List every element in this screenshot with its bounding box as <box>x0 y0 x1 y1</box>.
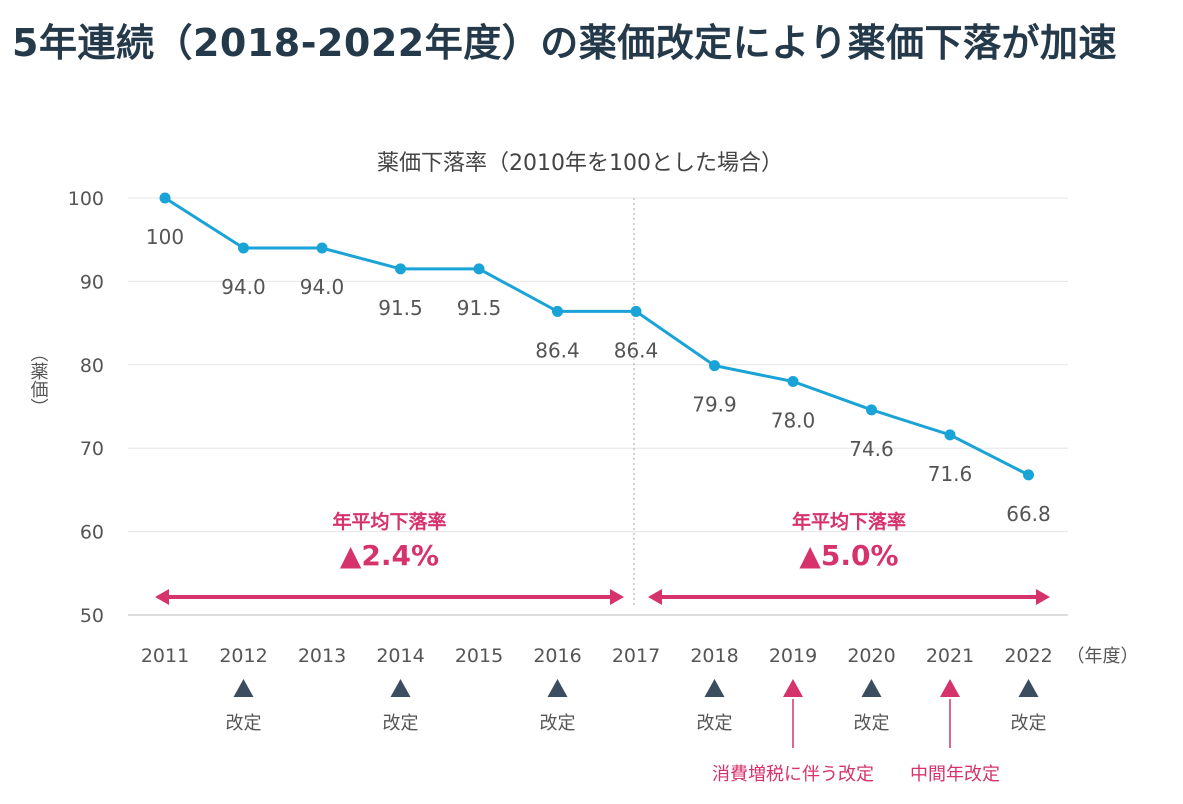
data-point <box>787 375 799 387</box>
y-axis-label: （薬価） <box>28 344 49 416</box>
data-point <box>630 305 642 317</box>
revision-marker <box>233 679 254 697</box>
arrow-head <box>1036 589 1050 605</box>
x-tick-label: 2019 <box>769 645 817 667</box>
x-tick-label: 2016 <box>533 645 581 667</box>
data-label: 94.0 <box>300 275 345 299</box>
data-point <box>944 429 956 441</box>
series-line <box>164 196 1030 477</box>
data-label: 91.5 <box>378 296 423 320</box>
data-label: 91.5 <box>457 296 502 320</box>
data-label: 79.9 <box>692 393 737 417</box>
arrow-head <box>610 589 624 605</box>
period-label: 年平均下落率 <box>792 510 906 533</box>
data-label: 100 <box>146 225 184 249</box>
y-tick-label: 80 <box>80 355 104 377</box>
chart-title: 薬価下落率（2010年を100とした場合） <box>377 151 783 176</box>
data-label: 78.0 <box>771 408 816 432</box>
special-revision-label: 消費増税に伴う改定 <box>712 764 874 785</box>
x-tick-label: 2022 <box>1004 645 1052 667</box>
data-label: 94.0 <box>221 275 266 299</box>
arrow-head <box>155 589 169 605</box>
data-point <box>159 192 171 204</box>
special-revision-label: 中間年改定 <box>910 764 1000 785</box>
data-label: 74.6 <box>849 437 894 461</box>
revision-label: 改定 <box>226 713 262 734</box>
revision-label: 改定 <box>1011 713 1047 734</box>
period-rate: ▲2.4% <box>340 539 439 572</box>
x-tick-label: 2018 <box>690 645 738 667</box>
revision-marker <box>861 679 882 697</box>
special-revision-marker <box>940 679 960 697</box>
data-point <box>395 263 406 275</box>
arrow-head <box>648 589 662 605</box>
data-point <box>316 242 328 254</box>
data-point <box>1023 469 1034 481</box>
y-tick-label: 90 <box>80 271 104 293</box>
data-point <box>709 360 720 372</box>
y-tick-label: 60 <box>80 522 104 544</box>
x-axis-unit: （年度） <box>1067 646 1139 667</box>
revision-marker <box>547 679 568 697</box>
revision-marker <box>1018 679 1039 697</box>
revision-label: 改定 <box>540 713 576 734</box>
data-label: 86.4 <box>535 338 580 362</box>
x-tick-label: 2020 <box>847 645 895 667</box>
page-title: 5年連続（2018-2022年度）の薬価改定により薬価下落が加速 <box>12 21 1117 65</box>
data-label: 66.8 <box>1006 502 1051 526</box>
revision-marker <box>390 679 411 697</box>
x-tick-label: 2021 <box>926 645 974 667</box>
data-point <box>473 263 485 275</box>
x-tick-label: 2013 <box>298 645 346 667</box>
data-point <box>866 404 877 416</box>
x-tick-label: 2017 <box>612 645 660 667</box>
data-point <box>552 305 563 317</box>
revision-label: 改定 <box>854 713 890 734</box>
revision-label: 改定 <box>697 713 733 734</box>
data-label: 86.4 <box>614 338 659 362</box>
x-tick-label: 2014 <box>376 645 424 667</box>
special-revision-marker <box>783 679 803 697</box>
y-tick-label: 100 <box>68 188 104 210</box>
revision-label: 改定 <box>383 713 419 734</box>
x-tick-label: 2015 <box>455 645 503 667</box>
data-label: 71.6 <box>928 462 973 486</box>
y-tick-label: 70 <box>80 438 104 460</box>
revision-marker <box>704 679 725 697</box>
y-tick-label: 50 <box>80 605 104 627</box>
x-tick-label: 2011 <box>141 645 189 667</box>
period-label: 年平均下落率 <box>332 510 446 533</box>
period-rate: ▲5.0% <box>799 539 898 572</box>
x-tick-label: 2012 <box>219 645 267 667</box>
data-point <box>238 242 249 254</box>
